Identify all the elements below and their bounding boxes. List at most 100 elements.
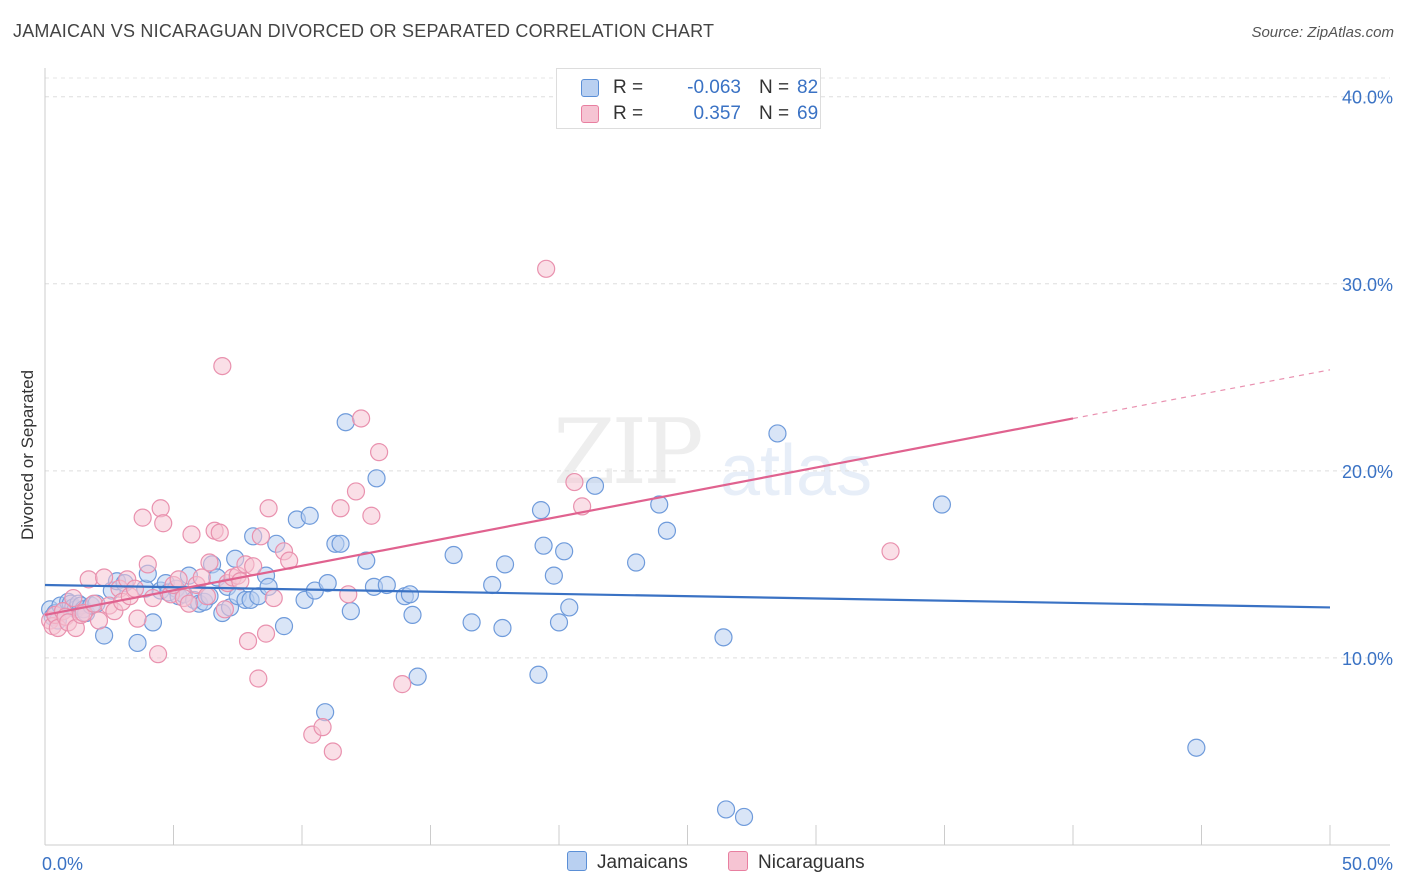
point-nicaraguans (565, 472, 584, 492)
point-jamaicans (318, 573, 337, 593)
point-nicaraguans (213, 356, 232, 376)
y-tick-label: 40.0% (1342, 88, 1393, 108)
point-jamaicans (1187, 738, 1206, 757)
point-jamaicans (403, 605, 422, 625)
source-label: Source: ZipAtlas.com (1251, 24, 1394, 41)
point-nicaraguans (182, 525, 201, 544)
point-jamaicans (531, 501, 551, 520)
point-nicaraguans (331, 499, 350, 518)
point-jamaicans (462, 613, 481, 632)
point-nicaraguans (133, 508, 152, 527)
point-nicaraguans (244, 557, 263, 576)
point-jamaicans (367, 469, 386, 488)
point-jamaicans (549, 613, 569, 632)
point-nicaraguans (238, 631, 258, 651)
tick-labels: 10.0% 20.0% 30.0% 40.0% 0.0% 50.0% (42, 88, 1393, 874)
point-nicaraguans (197, 587, 217, 606)
point-jamaicans (734, 807, 754, 827)
point-jamaicans (932, 495, 952, 514)
point-jamaicans (650, 495, 669, 514)
point-jamaicans (316, 703, 335, 722)
point-jamaicans (714, 628, 733, 647)
trend-line-nicaraguans (44, 417, 1074, 616)
point-nicaraguans (89, 611, 109, 630)
point-nicaraguans (264, 588, 283, 608)
point-nicaraguans (346, 482, 366, 501)
bottom-legend-swatch-nicaraguans (728, 851, 748, 871)
point-nicaraguans (370, 443, 389, 462)
y-tick-label: 10.0% (1342, 649, 1393, 669)
point-nicaraguans (179, 594, 199, 613)
point-jamaicans (377, 575, 396, 595)
correlation-legend: R = -0.063 N = 82 R = 0.357 N = 69 (556, 68, 821, 129)
point-nicaraguans (154, 514, 173, 533)
axes (44, 68, 1390, 846)
point-nicaraguans (251, 527, 270, 546)
point-nicaraguans (313, 718, 332, 737)
point-jamaicans (331, 534, 350, 553)
point-nicaraguans (200, 553, 219, 572)
point-nicaraguans (125, 579, 145, 598)
point-jamaicans (555, 542, 574, 561)
point-jamaicans (128, 633, 147, 653)
point-jamaicans (529, 665, 548, 684)
point-jamaicans (357, 551, 376, 570)
point-nicaraguans (537, 259, 556, 278)
point-jamaicans (336, 413, 355, 432)
point-nicaraguans (259, 499, 278, 518)
point-jamaicans (716, 800, 736, 819)
point-nicaraguans (210, 523, 229, 542)
legend-r-label: R = (613, 77, 644, 98)
point-jamaicans (341, 602, 360, 621)
bottom-legend-label-nicaraguans: Nicaraguans (758, 852, 865, 873)
trend-line-jamaicans (44, 583, 1331, 609)
y-tick-label: 20.0% (1342, 462, 1393, 482)
point-nicaraguans (249, 669, 268, 688)
point-jamaicans (300, 506, 319, 525)
y-tick-label: 30.0% (1342, 275, 1393, 295)
legend-n-label: N = (759, 103, 790, 124)
data-points (41, 259, 1206, 827)
legend-r-value: -0.063 (687, 77, 741, 98)
point-nicaraguans (339, 585, 358, 604)
point-jamaicans (768, 424, 787, 443)
point-nicaraguans (128, 609, 147, 628)
point-jamaicans (408, 667, 427, 686)
legend-n-value: 82 (797, 77, 819, 98)
bottom-legend-nicaraguans: Nicaraguans (728, 851, 865, 874)
bottom-legend-swatch-jamaicans (567, 851, 587, 871)
point-nicaraguans (256, 624, 276, 643)
point-jamaicans (444, 545, 463, 565)
chart-title: JAMAICAN VS NICARAGUAN DIVORCED OR SEPAR… (13, 21, 715, 41)
point-jamaicans (560, 598, 579, 617)
bottom-legend-jamaicans: Jamaicans (567, 851, 688, 874)
legend-swatch-nicaraguans (581, 105, 599, 123)
point-jamaicans (493, 618, 512, 638)
point-nicaraguans (151, 499, 170, 518)
x-tick-label: 50.0% (1342, 854, 1393, 874)
legend-n-value: 69 (797, 103, 819, 124)
point-nicaraguans (95, 568, 114, 587)
trend-extension-nicaraguans (1072, 369, 1331, 420)
point-jamaicans (544, 566, 563, 585)
point-jamaicans (483, 575, 502, 595)
legend-r-value: 0.357 (693, 103, 741, 124)
point-jamaicans (585, 476, 605, 495)
point-nicaraguans (215, 600, 234, 619)
legend-swatch-jamaicans (581, 79, 599, 97)
y-axis-label: Divorced or Separated (18, 370, 37, 540)
point-nicaraguans (148, 645, 168, 664)
point-jamaicans (274, 617, 294, 636)
point-nicaraguans (138, 555, 157, 574)
point-nicaraguans (323, 742, 342, 761)
point-jamaicans (400, 585, 420, 604)
point-nicaraguans (393, 675, 412, 694)
point-jamaicans (657, 521, 677, 540)
bottom-legend-label-jamaicans: Jamaicans (597, 852, 688, 873)
point-jamaicans (626, 553, 646, 572)
legend-r-label: R = (613, 103, 644, 124)
point-nicaraguans (64, 588, 83, 608)
legend-n-label: N = (759, 77, 790, 98)
point-jamaicans (534, 536, 553, 555)
